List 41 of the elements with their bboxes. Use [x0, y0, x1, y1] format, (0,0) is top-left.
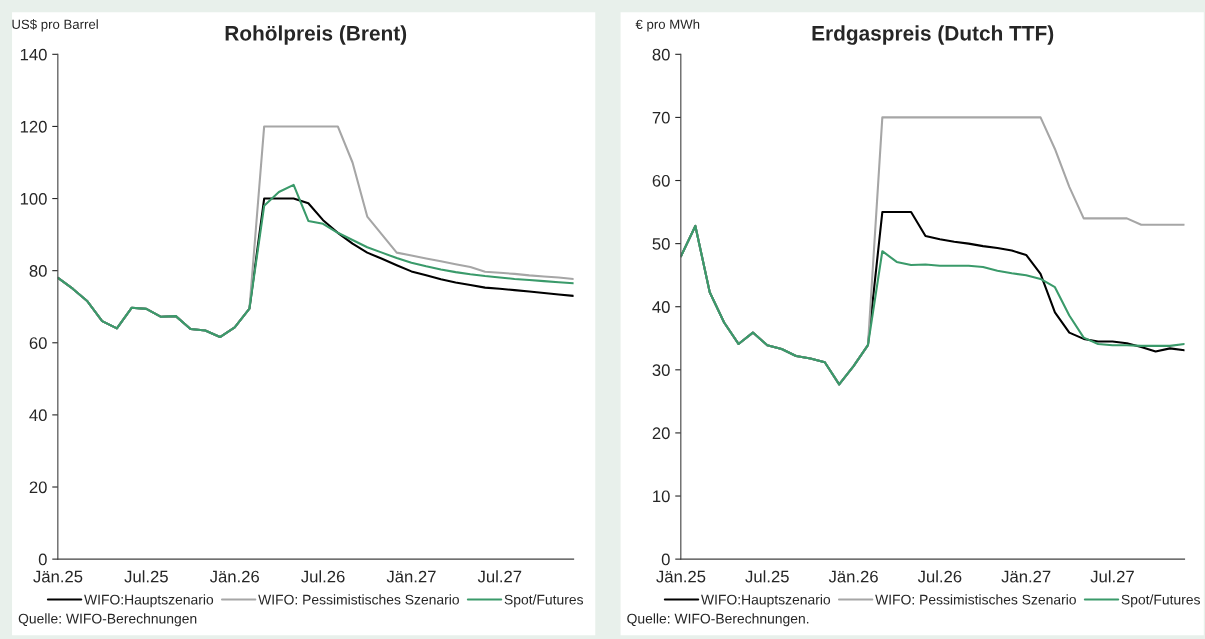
legend-label: WIFO: Pessimistisches Szenario: [258, 594, 459, 605]
y-tick-label: 0: [38, 553, 47, 566]
x-tick-label: Jän.26: [828, 570, 878, 583]
y-tick-label: 20: [29, 481, 47, 494]
source-note: Quelle: WIFO-Berechnungen: [18, 613, 197, 627]
y-tick-label: 60: [652, 174, 670, 187]
y-tick-label: 40: [652, 301, 670, 313]
x-tick-label: Jän.26: [209, 570, 259, 583]
x-tick-label: Jul.27: [1090, 570, 1134, 583]
source-note: Quelle: WIFO-Berechnungen.: [627, 613, 809, 627]
y-tick-label: 120: [20, 120, 47, 133]
y-tick-label: 50: [652, 238, 670, 250]
x-tick-label: Jul.25: [124, 570, 168, 583]
x-tick-label: Jul.26: [301, 570, 345, 583]
y-tick-label: 80: [29, 265, 47, 277]
y-tick-label: 60: [29, 337, 47, 349]
y-tick-label: 10: [653, 490, 670, 503]
legend-label: Spot/Futures: [504, 594, 584, 608]
y-tick-label: 80: [652, 48, 670, 61]
chart-title: Erdgaspreis (Dutch TTF): [812, 25, 1054, 45]
legend-label: WIFO:Hauptszenario: [701, 594, 831, 608]
y-tick-label: 140: [20, 48, 47, 61]
x-tick-label: Jul.27: [477, 570, 522, 583]
y-axis-title: US$ pro Barrel: [12, 19, 98, 32]
y-axis-title: € pro MWh: [635, 19, 700, 32]
y-tick-label: 30: [652, 364, 670, 377]
y-tick-label: 100: [20, 192, 47, 205]
x-tick-label: Jul.26: [917, 570, 962, 583]
legend-label: WIFO:Hauptszenario: [84, 594, 214, 608]
x-tick-label: Jän.25: [33, 570, 83, 583]
legend-label: WIFO: Pessimistisches Szenario: [875, 594, 1076, 605]
legend-label: Spot/Futures: [1121, 594, 1200, 608]
y-tick-label: 0: [661, 553, 670, 566]
y-tick-label: 70: [652, 111, 670, 124]
y-tick-label: 20: [652, 427, 670, 440]
x-tick-label: Jän.27: [1001, 570, 1051, 583]
x-tick-label: Jän.25: [656, 570, 706, 583]
x-tick-label: Jul.25: [745, 570, 789, 583]
y-tick-label: 40: [29, 409, 47, 422]
chart-title: Rohölpreis (Brent): [225, 25, 407, 45]
x-tick-label: Jän.27: [386, 570, 436, 583]
